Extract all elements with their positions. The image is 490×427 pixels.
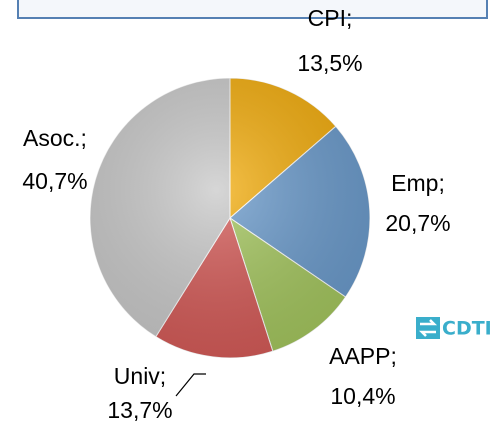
logo: CDTI [416,317,490,340]
header-box [17,0,488,19]
slice-value-label: 13,7% [107,397,172,423]
logo-icon [416,317,440,339]
slice-label: CPI; [308,5,353,31]
slice-value-label: 13,5% [297,50,362,76]
slice-value-label: 10,4% [330,383,395,409]
slice-value-label: 40,7% [22,168,87,194]
pie [89,77,371,359]
slice-label: Univ; [114,363,166,389]
slice-label: Emp; [391,170,445,196]
logo-arrows [418,319,438,337]
slice-value-label: 20,7% [385,210,450,236]
slice-label: AAPP; [329,343,397,369]
leader-line [175,373,206,397]
slice-label: Asoc.; [23,125,87,151]
logo-text: CDTI [442,318,490,340]
